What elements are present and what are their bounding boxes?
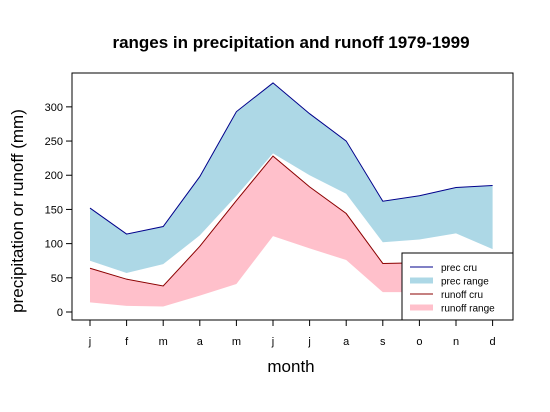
x-tick-label-3: a: [197, 336, 204, 348]
legend-label-runoff-cru: runoff cru: [441, 290, 483, 301]
legend-label-prec-cru: prec cru: [441, 263, 477, 274]
x-tick-label-6: j: [307, 336, 310, 348]
y-tick-label-50: 50: [51, 273, 63, 285]
y-tick-label-150: 150: [45, 204, 63, 216]
x-tick-label-0: j: [88, 336, 91, 348]
x-tick-label-10: n: [453, 336, 459, 348]
x-tick-label-2: m: [159, 336, 168, 348]
legend-label-runoff-range: runoff range: [441, 304, 495, 315]
chart-title: ranges in precipitation and runoff 1979-…: [112, 33, 469, 52]
prec-range-band: [90, 82, 493, 274]
x-tick-label-4: m: [232, 336, 241, 348]
y-tick-label-200: 200: [45, 170, 63, 182]
legend-label-prec-range: prec range: [441, 277, 489, 288]
legend: prec cru prec range runoff cru runoff range: [401, 252, 514, 321]
y-tick-label-300: 300: [45, 102, 63, 114]
y-tick-label-0: 0: [57, 307, 63, 319]
plot-frame: [71, 72, 514, 321]
x-tick-label-1: f: [125, 336, 129, 348]
axes: 0 50 100 150 200 250 300 j f m a m j j a s o n d: [45, 102, 496, 348]
x-tick-label-7: a: [343, 336, 350, 348]
x-axis-title: month: [267, 357, 314, 376]
x-tick-label-11: d: [490, 336, 496, 348]
x-tick-label-5: j: [271, 336, 274, 348]
y-axis-title: precipitation or runoff (mm): [8, 109, 27, 313]
plot-area: [89, 82, 493, 307]
x-tick-label-8: s: [380, 336, 386, 348]
y-tick-label-250: 250: [45, 136, 63, 148]
prec-cru-line: [89, 82, 493, 235]
y-tick-label-100: 100: [45, 239, 63, 251]
runoff-range-band: [90, 156, 493, 307]
x-tick-label-9: o: [416, 336, 422, 348]
